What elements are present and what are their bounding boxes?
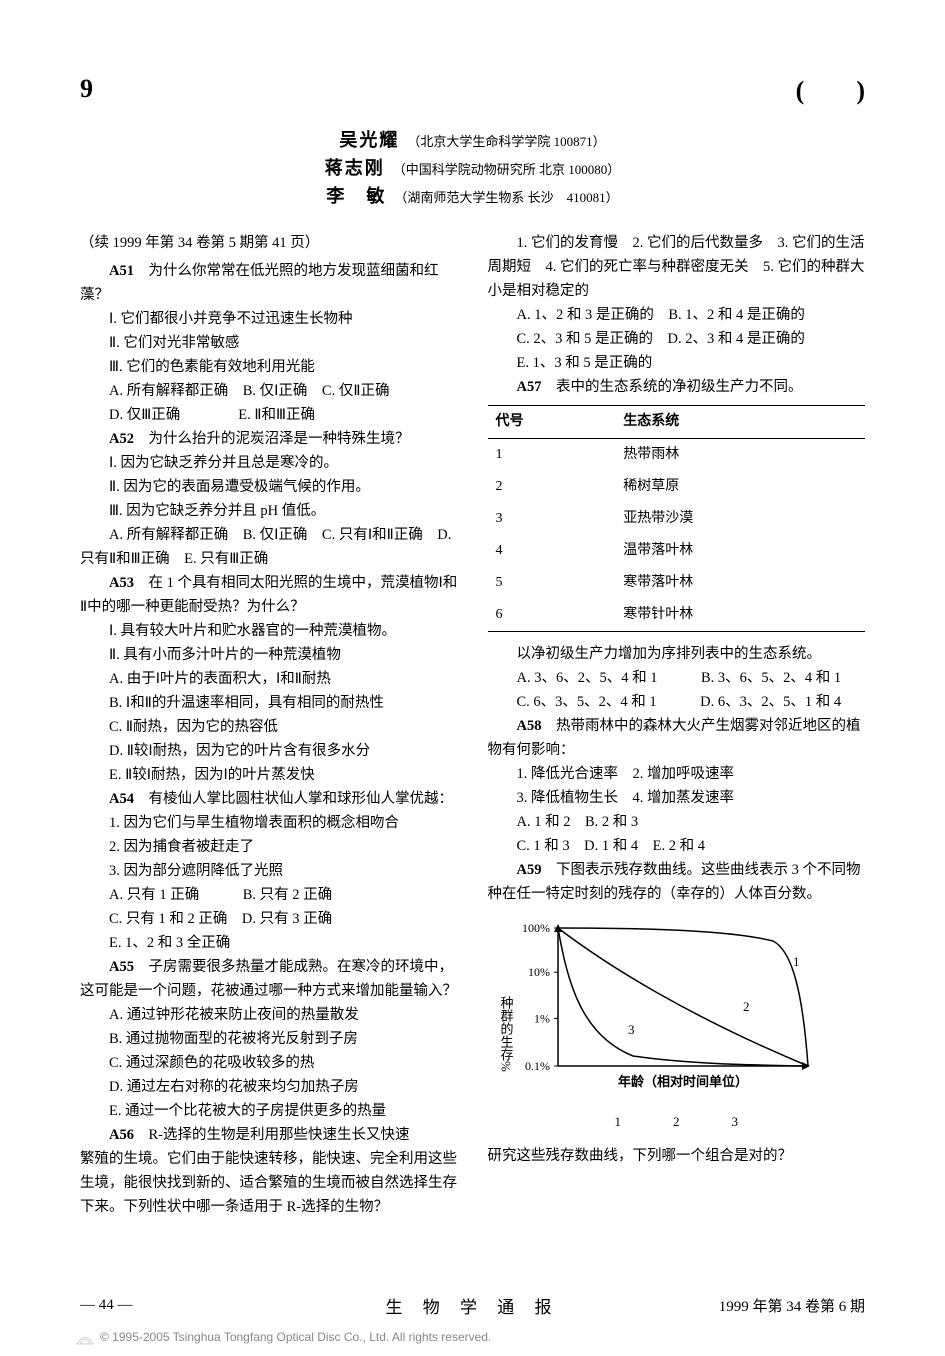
q51-d: D. 仅Ⅲ正确 E. Ⅱ和Ⅲ正确 xyxy=(80,403,458,427)
svg-text:2: 2 xyxy=(743,999,750,1014)
ecosystem-table: 代号 生态系统 1热带雨林 2稀树草原 3亚热带沙漠 4温带落叶林 5寒带落叶林… xyxy=(488,405,866,632)
q54-e: E. 1、2 和 3 全正确 xyxy=(80,931,458,955)
author-aff-1: （北京大学生命科学学院 100871） xyxy=(407,134,605,149)
q53-i: Ⅰ. 具有较大叶片和贮水器官的一种荒漠植物。 xyxy=(80,619,458,643)
svg-text:1: 1 xyxy=(793,954,800,969)
chart-row-labels: 1 2 3 xyxy=(488,1110,866,1134)
svg-text:3: 3 xyxy=(628,1022,635,1037)
copyright-text: © 1995-2005 Tsinghua Tongfang Optical Di… xyxy=(100,1330,491,1344)
table-row: 6寒带针叶林 xyxy=(488,599,866,632)
q51-head: A51 xyxy=(109,263,148,279)
title-num: 9 xyxy=(80,74,93,104)
q56-c: C. 2、3 和 5 是正确的 D. 2、3 和 4 是正确的 xyxy=(488,327,866,351)
q55-c: C. 通过深颜色的花吸收较多的热 xyxy=(80,1051,458,1075)
survival-chart-svg: 100% 10% 1% 0.1% 1 2 3 种群的生存% 年龄（相对时间单位） xyxy=(488,916,828,1106)
q54-stem: A54 有棱仙人掌比圆柱状仙人掌和球形仙人掌优越： xyxy=(80,787,458,811)
q58-c: C. 1 和 3 D. 1 和 4 E. 2 和 4 xyxy=(488,834,866,858)
authors-block: 吴光耀 （北京大学生命科学学院 100871） 蒋志刚 （中国科学院动物研究所 北京… xyxy=(80,127,865,211)
q53-a: A. 由于Ⅰ叶片的表面积大，Ⅰ和Ⅱ耐热 xyxy=(80,667,458,691)
q51-a: A. 所有解释都正确 B. 仅Ⅰ正确 C. 仅Ⅱ正确 xyxy=(80,379,458,403)
q58-head: A58 xyxy=(517,718,556,734)
table-row: 4温带落叶林 xyxy=(488,535,866,567)
q55-b: B. 通过抛物面型的花被将光反射到子房 xyxy=(80,1027,458,1051)
q57-stem: A57 表中的生态系统的净初级生产力不同。 xyxy=(488,375,866,399)
q57-head: A57 xyxy=(517,379,556,395)
svg-text:年龄（相对时间单位）: 年龄（相对时间单位） xyxy=(617,1074,747,1089)
q57-post: 以净初级生产力增加为序排列表中的生态系统。 xyxy=(488,642,866,666)
q55-head: A55 xyxy=(109,959,148,975)
q51-stem: A51 为什么你常常在低光照的地方发现蓝细菌和红藻？ xyxy=(80,259,458,307)
q53-ii: Ⅱ. 具有小而多汁叶片的一种荒漠植物 xyxy=(80,643,458,667)
author-name-2: 蒋志刚 xyxy=(325,158,385,178)
author-aff-2: （中国科学院动物研究所 北京 100080） xyxy=(393,162,621,177)
q56-e: E. 1、3 和 5 是正确的 xyxy=(488,351,866,375)
table-row: 3亚热带沙漠 xyxy=(488,503,866,535)
q53-e: E. Ⅱ较Ⅰ耐热，因为Ⅰ的叶片蒸发快 xyxy=(80,763,458,787)
table-header-eco: 生态系统 xyxy=(615,406,865,439)
q52-head: A52 xyxy=(109,431,148,447)
author-name-3: 李 敏 xyxy=(326,186,386,206)
table-row: 5寒带落叶林 xyxy=(488,567,866,599)
table-row: 2稀树草原 xyxy=(488,471,866,503)
q58-items2: 3. 降低植物生长 4. 增加蒸发速率 xyxy=(488,786,866,810)
author-aff-3: （湖南师范大学生物系 长沙 410081） xyxy=(394,190,618,205)
q58-items: 1. 降低光合速率 2. 增加呼吸速率 xyxy=(488,762,866,786)
q56-a: A. 1、2 和 3 是正确的 B. 1、2 和 4 是正确的 xyxy=(488,303,866,327)
publisher-logo-icon xyxy=(75,1328,95,1346)
journal-name: 生 物 学 通 报 xyxy=(386,1293,560,1318)
q52-i: Ⅰ. 因为它缺乏养分并且总是寒冷的。 xyxy=(80,451,458,475)
title-row: 9 ( ) xyxy=(80,70,865,107)
author-name-1: 吴光耀 xyxy=(339,130,399,150)
q54-2: 2. 因为捕食者被赶走了 xyxy=(80,835,458,859)
q54-3: 3. 因为部分遮阴降低了光照 xyxy=(80,859,458,883)
q54-1: 1. 因为它们与旱生植物增表面积的概念相吻合 xyxy=(80,811,458,835)
q55-a: A. 通过钟形花被来防止夜间的热量散发 xyxy=(80,1003,458,1027)
q56-head: A56 xyxy=(109,1127,148,1143)
q54-head: A54 xyxy=(109,791,148,807)
q51-i: Ⅰ. 它们都很小并竞争不过迅速生长物种 xyxy=(80,307,458,331)
table-row: 1热带雨林 xyxy=(488,439,866,472)
svg-text:100%: 100% xyxy=(522,921,550,935)
q52-opts: A. 所有解释都正确 B. 仅Ⅰ正确 C. 只有Ⅰ和Ⅱ正确 D. 只有Ⅱ和Ⅲ正确… xyxy=(80,523,458,571)
table-header-code: 代号 xyxy=(488,406,616,439)
continue-note: （续 1999 年第 34 卷第 5 期第 41 页） xyxy=(80,231,458,255)
q52-ii: Ⅱ. 因为它的表面易遭受极端气候的作用。 xyxy=(80,475,458,499)
q59-stem: A59 下图表示残存数曲线。这些曲线表示 3 个不同物种在任一特定时刻的残存的（… xyxy=(488,858,866,906)
svg-text:1%: 1% xyxy=(534,1011,550,1025)
q53-b: B. Ⅰ和Ⅱ的升温速率相同，具有相同的耐热性 xyxy=(80,691,458,715)
q55-stem: A55 子房需要很多热量才能成熟。在寒冷的环境中，这可能是一个问题，花被通过哪一… xyxy=(80,955,458,1003)
q51-iii: Ⅲ. 它们的色素能有效地利用光能 xyxy=(80,355,458,379)
q53-c: C. Ⅱ耐热，因为它的热容低 xyxy=(80,715,458,739)
q57-a: A. 3、6、2、5、4 和 1 B. 3、6、5、2、4 和 1 xyxy=(488,666,866,690)
q54-a: A. 只有 1 正确 B. 只有 2 正确 xyxy=(80,883,458,907)
q55-e: E. 通过一个比花被大的子房提供更多的热量 xyxy=(80,1099,458,1123)
q57-c: C. 6、3、5、2、4 和 1 D. 6、3、2、5、1 和 4 xyxy=(488,690,866,714)
survival-chart: 100% 10% 1% 0.1% 1 2 3 种群的生存% 年龄（相对时间单位） 1 2 3 xyxy=(488,916,866,1134)
q55-d: D. 通过左右对称的花被来均匀加热子房 xyxy=(80,1075,458,1099)
svg-text:10%: 10% xyxy=(528,965,550,979)
q56-stem1: A56 R-选择的生物是利用那些快速生长又快速 xyxy=(80,1123,458,1147)
svg-text:种群的生存%: 种群的生存% xyxy=(498,996,513,1072)
q56-items: 1. 它们的发育慢 2. 它们的后代数量多 3. 它们的生活周期短 4. 它们的… xyxy=(488,231,866,303)
body-columns: （续 1999 年第 34 卷第 5 期第 41 页） A51 为什么你常常在低… xyxy=(80,231,865,1251)
page-number: — 44 — xyxy=(80,1297,133,1314)
q54-c: C. 只有 1 和 2 正确 D. 只有 3 正确 xyxy=(80,907,458,931)
q52-iii: Ⅲ. 因为它缺乏养分并且 pH 值低。 xyxy=(80,499,458,523)
q56-stem2: 繁殖的生境。它们由于能快速转移，能快速、完全利用这些生境，能很快找到新的、适合繁… xyxy=(80,1147,458,1219)
q58-a: A. 1 和 2 B. 2 和 3 xyxy=(488,810,866,834)
q59-head: A59 xyxy=(517,862,556,878)
title-paren: ( ) xyxy=(796,70,865,107)
svg-text:0.1%: 0.1% xyxy=(525,1059,550,1073)
q52-stem: A52 为什么抬升的泥炭沼泽是一种特殊生境？ xyxy=(80,427,458,451)
q59-post: 研究这些残存数曲线，下列哪一个组合是对的？ xyxy=(488,1144,866,1168)
q57-table-wrap: 代号 生态系统 1热带雨林 2稀树草原 3亚热带沙漠 4温带落叶林 5寒带落叶林… xyxy=(488,405,866,632)
page-footer: — 44 — 生 物 学 通 报 1999 年第 34 卷第 6 期 xyxy=(80,1295,865,1316)
q51-ii: Ⅱ. 它们对光非常敏感 xyxy=(80,331,458,355)
q58-stem: A58 热带雨林中的森林大火产生烟雾对邻近地区的植物有何影响： xyxy=(488,714,866,762)
issue-info: 1999 年第 34 卷第 6 期 xyxy=(719,1295,865,1316)
q53-d: D. Ⅱ较Ⅰ耐热，因为它的叶片含有很多水分 xyxy=(80,739,458,763)
q53-stem: A53 在 1 个具有相同太阳光照的生境中，荒漠植物Ⅰ和Ⅱ中的哪一种更能耐受热？… xyxy=(80,571,458,619)
q53-head: A53 xyxy=(109,575,148,591)
